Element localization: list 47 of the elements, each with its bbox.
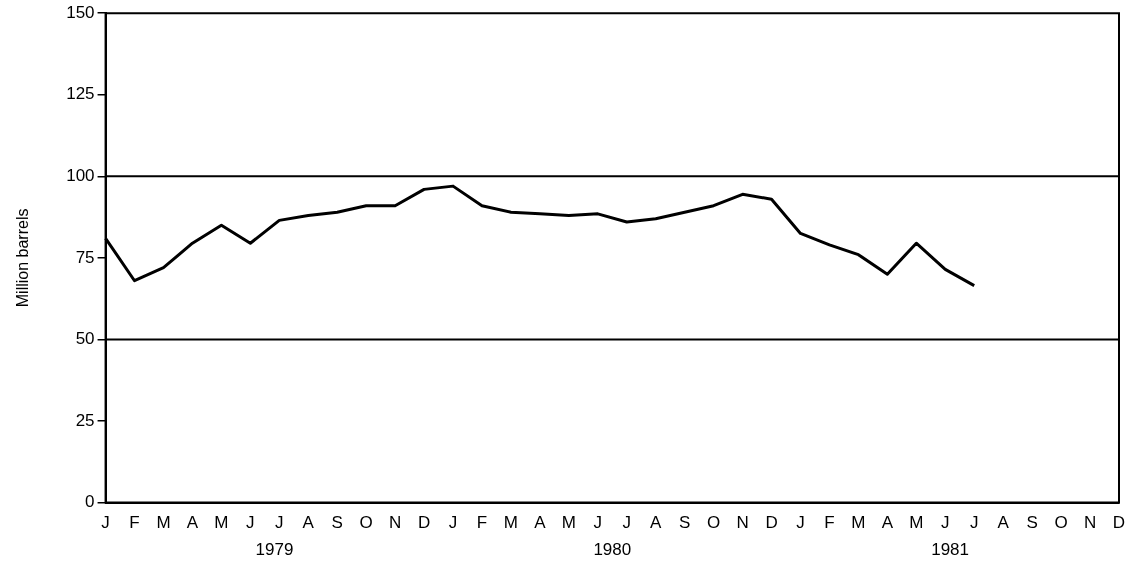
y-tick-label: 100: [66, 166, 95, 186]
x-tick-label: O: [707, 513, 721, 533]
x-tick-label: J: [969, 513, 979, 533]
x-tick-label: O: [1054, 513, 1068, 533]
x-tick-label: M: [909, 513, 924, 533]
x-tick-label: J: [275, 513, 284, 533]
x-tick-label: D: [417, 513, 431, 533]
x-tick-label: M: [851, 513, 866, 533]
x-tick-label: A: [534, 513, 547, 533]
x-tick-label: A: [650, 513, 663, 533]
x-tick-label: S: [1026, 513, 1038, 533]
x-tick-label: D: [765, 513, 778, 533]
x-tick-label: J: [448, 513, 458, 533]
x-tick-label: F: [476, 513, 488, 533]
x-tick-label: N: [736, 513, 749, 533]
x-tick-label: J: [246, 513, 255, 533]
x-tick-label: O: [359, 513, 373, 533]
y-tick-label: 125: [66, 84, 95, 104]
x-tick-label: N: [388, 513, 402, 533]
text: 1980: [593, 539, 632, 559]
y-axis-title: Million barrels: [14, 208, 32, 308]
x-tick-label: M: [561, 513, 576, 533]
x-tick-label: A: [302, 513, 315, 533]
y-tick-label: 75: [75, 247, 95, 267]
x-tick-label: M: [156, 513, 171, 533]
x-tick-label: F: [129, 513, 140, 533]
x-tick-label: A: [881, 513, 894, 533]
x-tick-label: M: [214, 513, 229, 533]
x-tick-label: S: [679, 513, 691, 533]
text: 1981: [931, 539, 970, 559]
x-tick-label: F: [824, 513, 835, 533]
x-tick-label: D: [1112, 513, 1126, 533]
x-tick-label: J: [941, 513, 950, 533]
y-tick-label: 150: [66, 2, 95, 22]
x-tick-label: J: [593, 513, 603, 533]
x-tick-label: N: [1083, 513, 1097, 533]
x-tick-label: A: [997, 513, 1010, 533]
y-tick-label: 50: [75, 329, 95, 349]
x-tick-label: A: [186, 513, 199, 533]
y-tick-label: 0: [85, 492, 95, 512]
x-tick-label: J: [622, 513, 632, 533]
x-tick-label: M: [503, 513, 519, 533]
x-tick-label: J: [796, 513, 805, 533]
x-tick-label: J: [101, 513, 110, 533]
y-tick-label: 25: [75, 410, 95, 430]
text: 1979: [255, 539, 294, 559]
x-tick-label: S: [331, 513, 343, 533]
